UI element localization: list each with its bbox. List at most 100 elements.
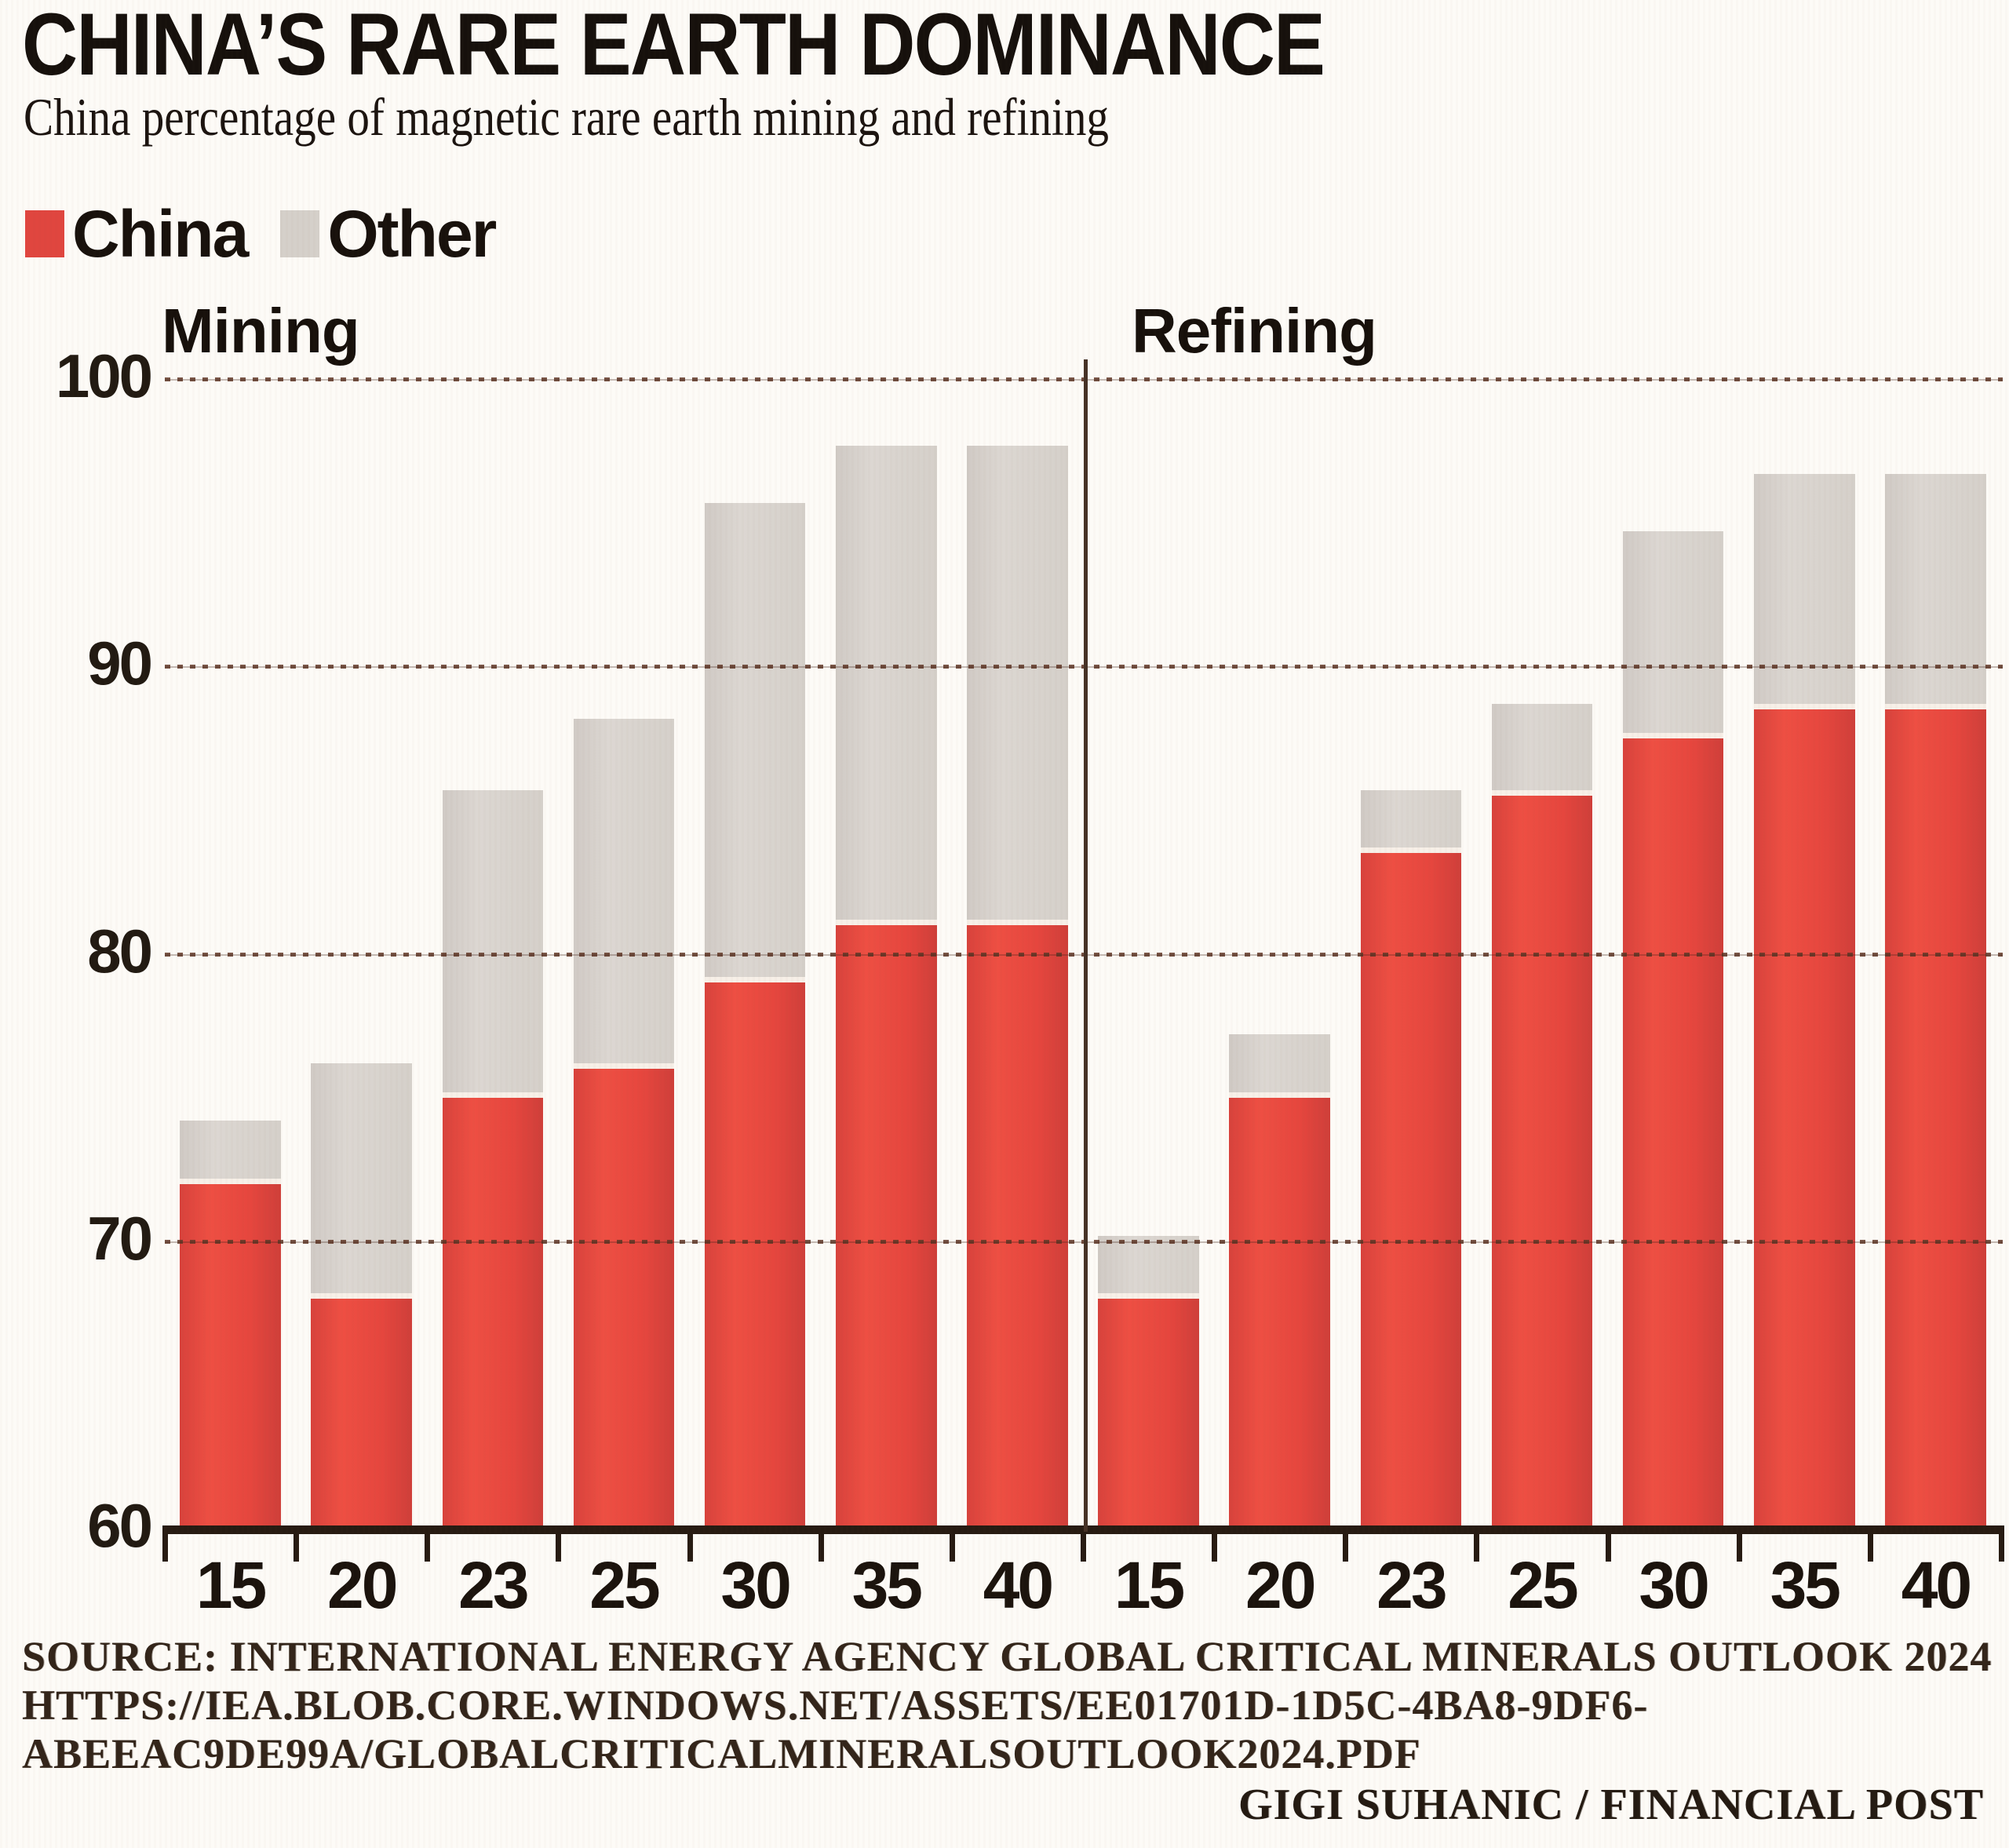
other-segment [1885, 474, 1986, 710]
stacked-bar-mining-25 [573, 718, 675, 1529]
other-segment [1491, 704, 1593, 796]
page-title: CHINA’S RARE EARTH DOMINANCE [22, 0, 1325, 93]
stacked-bar-refining-35 [1753, 474, 1855, 1529]
x-axis-tick [818, 1525, 824, 1562]
source-line: HTTPS://IEA.BLOB.CORE.WINDOWS.NET/ASSETS… [22, 1682, 1649, 1729]
bar-slot-refining-15 [1083, 379, 1214, 1529]
legend-label-other: Other [327, 197, 497, 271]
x-tick-label: 40 [983, 1548, 1054, 1622]
other-segment [1622, 531, 1724, 738]
other-segment [835, 445, 937, 925]
stacked-bar-mining-23 [442, 790, 544, 1529]
x-axis-tick [1736, 1525, 1742, 1562]
x-axis-tick [1474, 1525, 1480, 1562]
x-axis-tick [1867, 1525, 1873, 1562]
china-segment [573, 1069, 675, 1529]
china-segment [1753, 709, 1855, 1529]
x-tick-label: 30 [1639, 1548, 1709, 1622]
china-segment [967, 924, 1068, 1529]
stacked-bar-refining-30 [1622, 531, 1724, 1529]
china-segment [1098, 1299, 1199, 1529]
stacked-bar-refining-40 [1885, 474, 1986, 1529]
bar-slot-mining-23 [427, 379, 558, 1529]
other-segment [573, 718, 675, 1069]
plot-area [165, 379, 2001, 1529]
china-segment [311, 1299, 413, 1529]
china-segment [704, 982, 806, 1529]
source-line: ABEEAC9DE99A/GLOBALCRITICALMINERALSOUTLO… [22, 1730, 1421, 1777]
y-tick-label: 80 [87, 916, 153, 986]
panel-refining [1083, 379, 2001, 1529]
bar-slot-mining-40 [952, 379, 1083, 1529]
other-segment [442, 790, 544, 1098]
china-segment [1360, 853, 1462, 1529]
stacked-bar-mining-15 [180, 1121, 281, 1529]
x-tick-label: 23 [458, 1548, 529, 1622]
x-axis-tick [949, 1525, 955, 1562]
x-axis-tick [1081, 1525, 1086, 1562]
stacked-bar-mining-20 [311, 1063, 413, 1529]
x-tick-label: 35 [1770, 1548, 1841, 1622]
x-tick-label: 20 [326, 1548, 398, 1622]
china-segment [835, 924, 937, 1529]
credit-byline: GIGI SUHANIC / FINANCIAL POST [1238, 1781, 1984, 1829]
other-segment [704, 502, 806, 983]
x-axis-tick [425, 1525, 431, 1562]
other-segment [1753, 474, 1855, 710]
bar-slot-mining-20 [296, 379, 427, 1529]
china-segment [180, 1183, 281, 1529]
x-tick-label: 15 [195, 1548, 267, 1622]
stacked-bar-refining-15 [1098, 1235, 1199, 1529]
stacked-bar-refining-25 [1491, 704, 1593, 1529]
x-axis-tick [162, 1525, 168, 1562]
bar-slot-mining-25 [558, 379, 689, 1529]
legend-label-china: China [72, 197, 249, 271]
panel-label-mining: Mining [162, 296, 360, 366]
china-swatch [25, 210, 64, 257]
x-axis-tick [556, 1525, 562, 1562]
x-tick-label: 20 [1245, 1548, 1316, 1622]
x-tick-label: 40 [1901, 1548, 1972, 1622]
y-tick-label: 60 [87, 1490, 153, 1560]
x-axis-tick [1605, 1525, 1611, 1562]
bar-slot-refining-25 [1476, 379, 1607, 1529]
x-axis-tick [294, 1525, 300, 1562]
stacked-bar-mining-40 [967, 445, 1068, 1529]
source-line: SOURCE: INTERNATIONAL ENERGY AGENCY GLOB… [22, 1633, 1993, 1680]
x-axis-tick [1212, 1525, 1218, 1562]
x-axis-tick [687, 1525, 693, 1562]
source-note: SOURCE: INTERNATIONAL ENERGY AGENCY GLOB… [22, 1632, 1992, 1778]
other-segment [1098, 1235, 1199, 1299]
y-tick-label: 70 [87, 1203, 153, 1273]
stacked-bar-refining-20 [1229, 1034, 1331, 1529]
china-segment [1622, 738, 1724, 1529]
y-tick-label: 90 [87, 629, 153, 698]
x-tick-label: 23 [1376, 1548, 1447, 1622]
legend: China Other [25, 197, 497, 271]
x-axis-tick [1343, 1525, 1349, 1562]
china-segment [1229, 1097, 1331, 1529]
stacked-bar-mining-35 [835, 445, 937, 1529]
panel-mining [165, 379, 1083, 1529]
panel-label-refining: Refining [1132, 296, 1377, 366]
bar-slot-refining-30 [1608, 379, 1739, 1529]
other-segment [180, 1121, 281, 1184]
panel-divider-line [1084, 359, 1088, 1532]
other-segment [967, 445, 1068, 925]
stacked-bar-mining-30 [704, 502, 806, 1529]
bar-slot-mining-30 [690, 379, 821, 1529]
x-tick-label: 25 [1508, 1548, 1578, 1622]
x-tick-label: 35 [851, 1548, 923, 1622]
x-tick-label: 15 [1114, 1548, 1185, 1622]
y-tick-label: 100 [55, 341, 153, 410]
legend-item-china: China [25, 197, 249, 271]
china-segment [1491, 796, 1593, 1529]
other-segment [1360, 790, 1462, 854]
legend-item-other: Other [280, 197, 497, 271]
bar-slot-refining-23 [1345, 379, 1476, 1529]
x-tick-label: 30 [720, 1548, 791, 1622]
other-swatch [280, 210, 320, 257]
page-subtitle: China percentage of magnetic rare earth … [24, 87, 1109, 147]
other-segment [1229, 1034, 1331, 1098]
